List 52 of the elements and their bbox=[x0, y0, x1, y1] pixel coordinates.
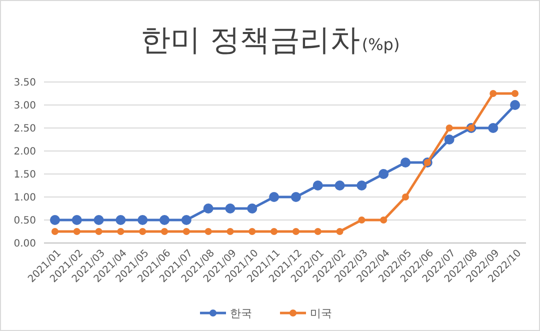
point bbox=[488, 123, 498, 133]
point bbox=[444, 134, 454, 144]
point bbox=[161, 228, 168, 235]
point bbox=[270, 228, 278, 235]
point bbox=[203, 204, 214, 214]
point bbox=[248, 228, 256, 235]
point bbox=[51, 228, 58, 235]
point bbox=[269, 192, 280, 202]
point bbox=[334, 180, 345, 190]
point bbox=[160, 215, 170, 225]
chart-subtitle: (%p) bbox=[362, 35, 400, 54]
legend-label: 미국 bbox=[310, 306, 332, 320]
point bbox=[490, 90, 497, 97]
y-tick-label: 2.00 bbox=[14, 146, 36, 158]
point bbox=[181, 215, 192, 225]
point bbox=[95, 228, 102, 235]
point bbox=[402, 194, 409, 200]
chart-title: 한미 정책금리차 bbox=[140, 23, 360, 58]
point bbox=[358, 216, 366, 224]
point bbox=[225, 204, 236, 214]
point bbox=[356, 180, 367, 190]
point bbox=[138, 215, 148, 225]
point bbox=[73, 228, 80, 235]
point bbox=[378, 169, 389, 179]
y-tick-label: 0.50 bbox=[14, 216, 36, 226]
y-tick-label: 3.00 bbox=[14, 100, 36, 112]
point bbox=[226, 228, 234, 235]
y-tick-label: 1.50 bbox=[14, 170, 36, 180]
point bbox=[336, 228, 344, 235]
point bbox=[314, 228, 322, 235]
y-tick-label: 2.50 bbox=[14, 124, 36, 134]
point bbox=[290, 192, 301, 202]
point bbox=[94, 215, 104, 225]
point bbox=[182, 228, 190, 235]
point bbox=[512, 90, 519, 97]
point bbox=[204, 228, 212, 235]
point bbox=[380, 216, 388, 224]
point bbox=[510, 100, 520, 110]
point bbox=[117, 228, 124, 235]
point bbox=[247, 204, 258, 214]
y-tick-label: 1.00 bbox=[14, 192, 36, 204]
point bbox=[312, 180, 323, 190]
point bbox=[72, 215, 82, 225]
legend-label: 한국 bbox=[230, 306, 252, 320]
y-tick-label: 3.50 bbox=[14, 78, 36, 88]
point bbox=[50, 215, 60, 225]
point bbox=[292, 228, 300, 235]
y-tick-label: 0.00 bbox=[14, 238, 36, 250]
point bbox=[139, 228, 146, 235]
point bbox=[400, 158, 410, 168]
point bbox=[116, 215, 126, 225]
point bbox=[446, 124, 453, 132]
